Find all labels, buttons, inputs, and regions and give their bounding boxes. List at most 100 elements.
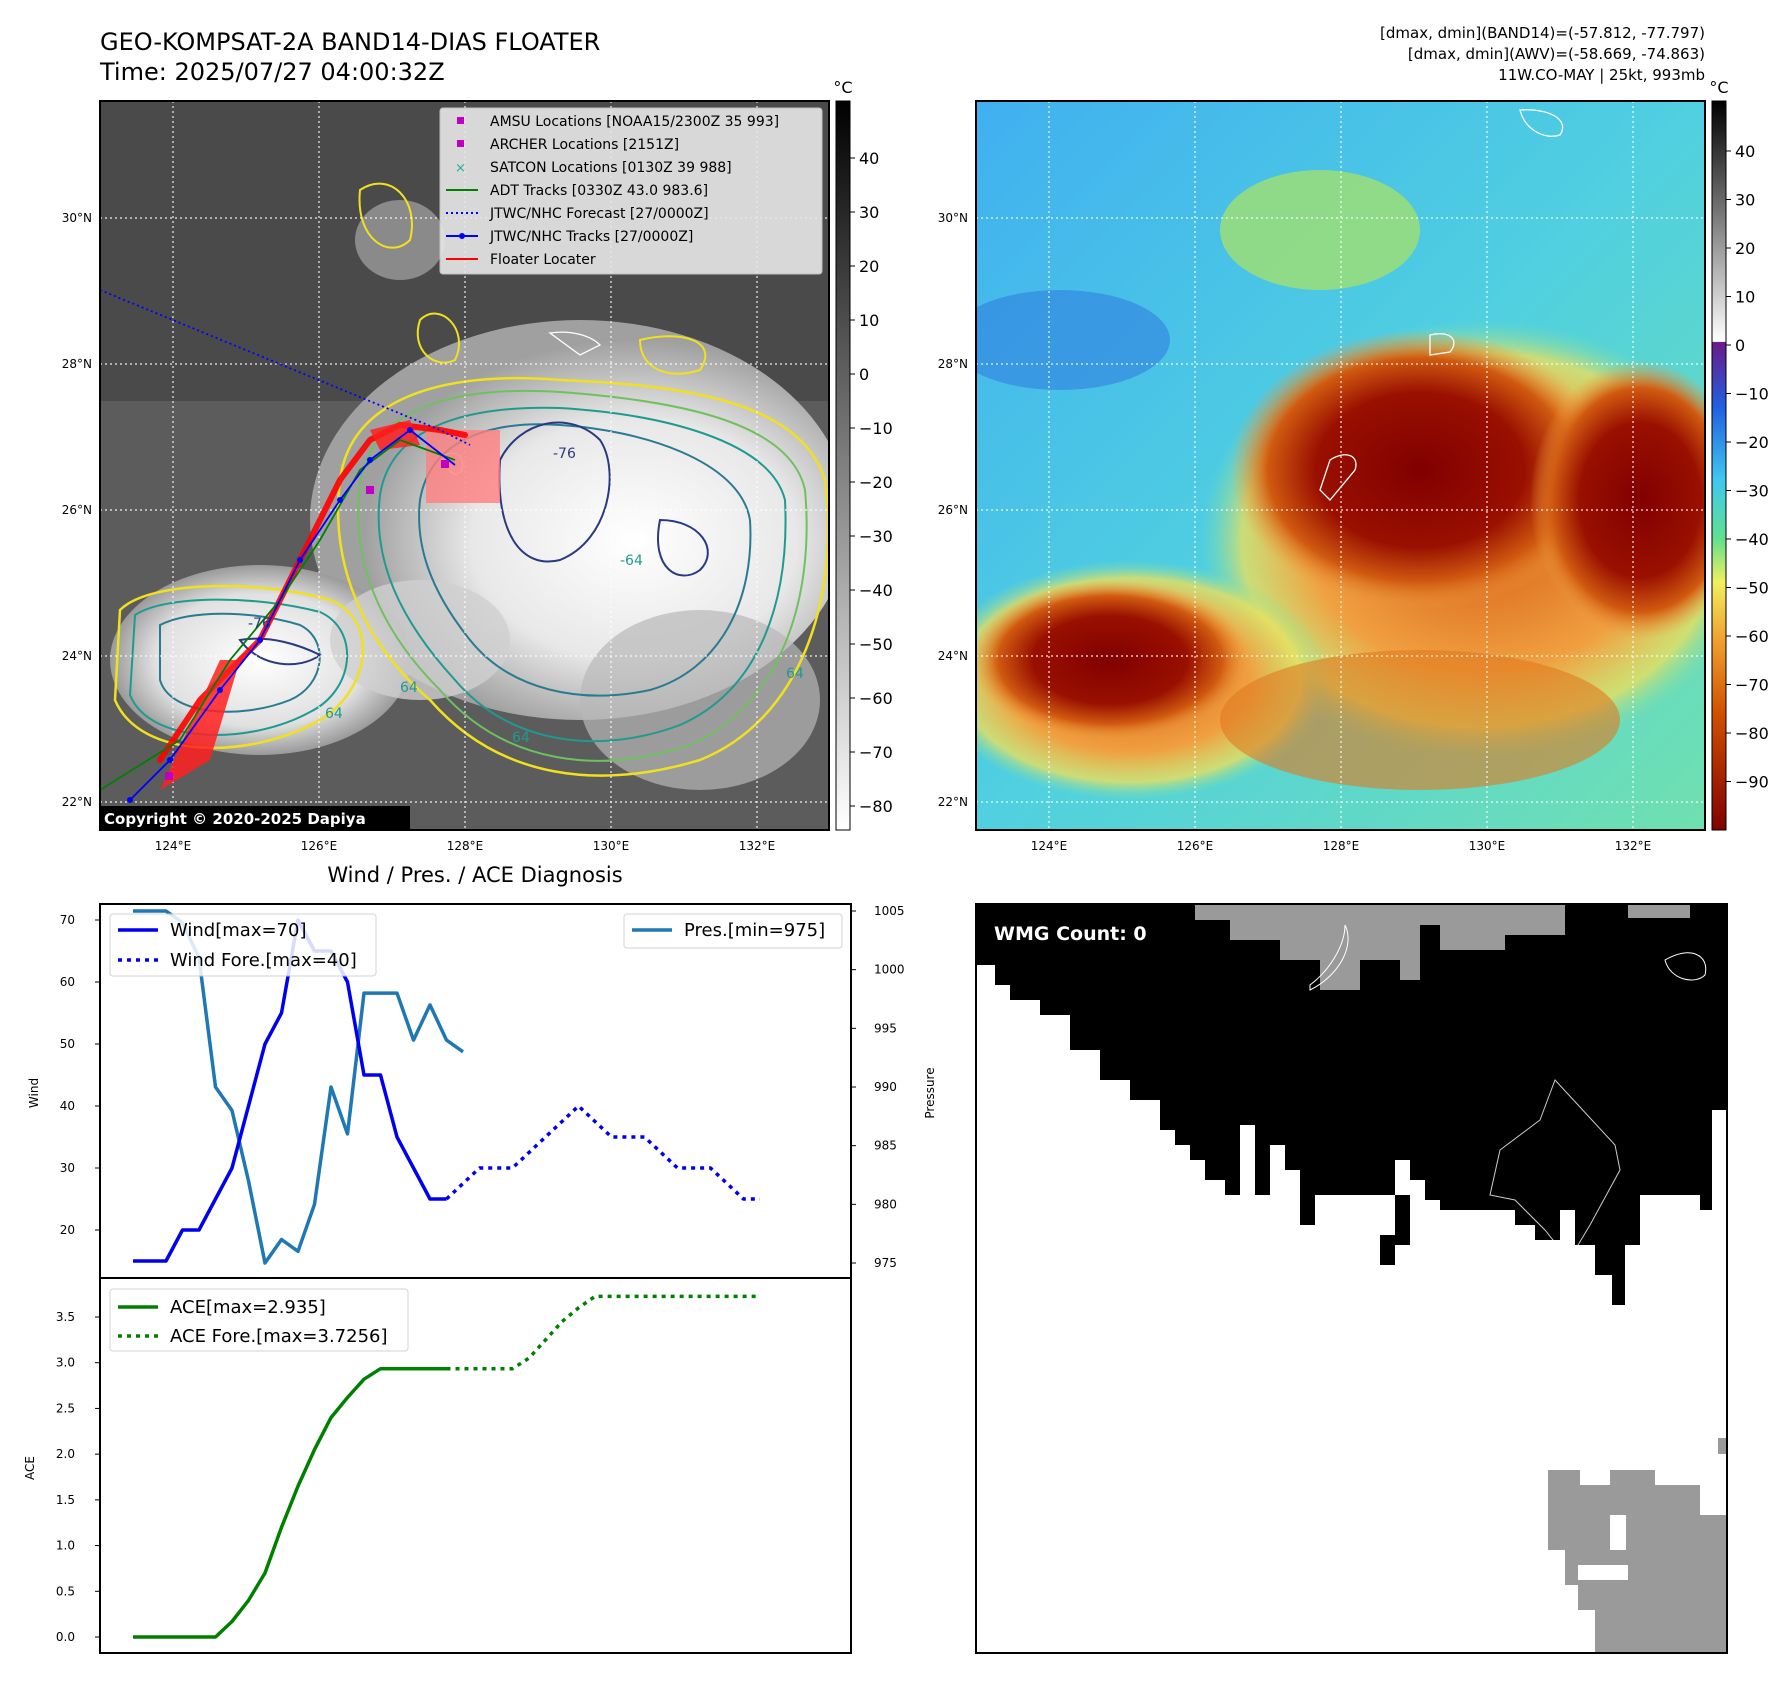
copyright-badge — [100, 806, 410, 830]
ir-map-frame — [99, 100, 830, 831]
colorbar-tick-label: −30 — [1735, 482, 1769, 501]
colorbar-tick-label: 20 — [859, 257, 879, 276]
contour-label: 64 — [512, 730, 530, 746]
info-awv-range: [dmax, dmin](AWV)=(-58.669, -74.863) — [1408, 45, 1705, 63]
wind-tick-label: 60 — [60, 975, 75, 989]
ir-colorbar — [835, 100, 851, 831]
ace-tick-label: 0.0 — [56, 1630, 75, 1644]
legend-satcon: SATCON Locations [0130Z 39 988] — [490, 160, 732, 176]
figure-title: GEO-KOMPSAT-2A BAND14-DIAS FLOATER — [100, 28, 600, 56]
colorbar-tick-label: 10 — [859, 311, 879, 330]
pres-tick-label: 985 — [874, 1139, 897, 1153]
colorbar-tick-label: −10 — [859, 419, 893, 438]
colorbar-tick-label: −50 — [1735, 579, 1769, 598]
ace-legend — [109, 1288, 409, 1352]
colorbar-tick-label: 20 — [1735, 239, 1755, 258]
colorbar-tick-label: −40 — [1735, 530, 1769, 549]
ace-axis-label: ACE — [23, 1456, 37, 1480]
colorbar-tick-label: 0 — [1735, 336, 1745, 355]
legend-tracks: JTWC/NHC Tracks [27/0000Z] — [489, 229, 693, 245]
diagnosis-title: Wind / Pres. / ACE Diagnosis — [327, 863, 622, 887]
legend-floater: Floater Locater — [490, 252, 596, 268]
colorbar-tick-label: −80 — [1735, 724, 1769, 743]
contour-label: 64 — [400, 680, 418, 696]
pres-tick-label: 1000 — [874, 963, 905, 977]
colorbar-tick-label: 10 — [1735, 288, 1755, 307]
legend-marker-satcon: × — [455, 161, 466, 176]
legend-amsu: AMSU Locations [NOAA15/2300Z 35 993] — [490, 114, 779, 130]
lat-tick: 22°N — [938, 795, 968, 809]
lat-tick: 24°N — [62, 649, 92, 663]
lat-tick: 26°N — [938, 503, 968, 517]
info-storm-status: 11W.CO-MAY | 25kt, 993mb — [1498, 66, 1705, 84]
pres-tick-label: 1005 — [874, 904, 905, 918]
wind-tick-label: 70 — [60, 913, 75, 927]
wind-axis-label: Wind — [27, 1078, 41, 1108]
colorbar-tick-label: −10 — [1735, 385, 1769, 404]
contour-label: 64 — [325, 706, 343, 722]
lon-tick: 124°E — [155, 839, 192, 853]
colorbar-tick-label: −70 — [1735, 676, 1769, 695]
lon-tick: 130°E — [593, 839, 630, 853]
colorbar-tick-label: −80 — [859, 797, 893, 816]
ace-tick-label: 1.0 — [56, 1539, 75, 1553]
wind-tick-label: 40 — [60, 1099, 75, 1113]
legend-wind-fore: Wind Fore.[max=40] — [170, 950, 357, 971]
awv-map-frame — [975, 100, 1706, 831]
pres-tick-label: 975 — [874, 1256, 897, 1270]
figure-time: Time: 2025/07/27 04:00:32Z — [99, 58, 445, 86]
wind-tick-label: 50 — [60, 1037, 75, 1051]
ace-series-line — [133, 1366, 447, 1639]
legend-pres: Pres.[min=975] — [684, 920, 825, 941]
ace-tick-label: 0.5 — [56, 1584, 75, 1598]
ace-tick-label: 3.5 — [56, 1310, 75, 1324]
wmg-frame — [975, 903, 1728, 1654]
colorbar-tick-label: 0 — [859, 365, 869, 384]
info-band14-range: [dmax, dmin](BAND14)=(-57.812, -77.797) — [1380, 24, 1705, 42]
lon-tick: 128°E — [447, 839, 484, 853]
ace-tick-label: 2.5 — [56, 1401, 75, 1415]
colorbar-tick-label: −30 — [859, 527, 893, 546]
pres-legend — [623, 913, 843, 949]
legend-ace-fore: ACE Fore.[max=3.7256] — [170, 1326, 388, 1347]
contour-label: 64 — [786, 666, 804, 682]
legend-ace: ACE[max=2.935] — [170, 1297, 326, 1318]
colorbar-tick-label: −20 — [859, 473, 893, 492]
lon-tick: 132°E — [739, 839, 776, 853]
colorbar-tick-label: 40 — [1735, 142, 1755, 161]
contour-label: -64 — [620, 553, 643, 569]
legend-archer: ARCHER Locations [2151Z] — [490, 137, 679, 153]
ace-tick-label: 1.5 — [56, 1493, 75, 1507]
lat-tick: 30°N — [62, 211, 92, 225]
contour-label: -76 — [248, 616, 271, 632]
awv-colorbar — [1711, 100, 1727, 831]
colorbar-tick-label: −20 — [1735, 433, 1769, 452]
lon-tick: 124°E — [1031, 839, 1068, 853]
lon-tick: 126°E — [1177, 839, 1214, 853]
wind-legend — [109, 913, 377, 977]
colorbar-tick-label: −60 — [859, 689, 893, 708]
colorbar-tick-label: 30 — [1735, 191, 1755, 210]
legend-marker-archer — [457, 140, 464, 147]
pres-tick-label: 990 — [874, 1080, 897, 1094]
lon-tick: 132°E — [1615, 839, 1652, 853]
lat-tick: 22°N — [62, 795, 92, 809]
colorbar-tick-label: 40 — [859, 149, 879, 168]
lat-tick: 28°N — [62, 357, 92, 371]
ace-frame — [99, 1277, 852, 1654]
lat-tick: 28°N — [938, 357, 968, 371]
wind-tick-label: 30 — [60, 1161, 75, 1175]
contour-label: -76 — [553, 446, 576, 462]
lon-tick: 130°E — [1469, 839, 1506, 853]
ir-colorbar-unit: °C — [833, 78, 852, 97]
ace-tick-label: 3.0 — [56, 1356, 75, 1370]
lat-tick: 26°N — [62, 503, 92, 517]
ir-map-legend: AMSU Locations [NOAA15/2300Z 35 993] ARC… — [439, 107, 823, 275]
colorbar-tick-label: −90 — [1735, 773, 1769, 792]
wmg-panel: WMG Count: 0 — [975, 903, 1728, 1654]
colorbar-tick-label: −60 — [1735, 627, 1769, 646]
lon-tick: 128°E — [1323, 839, 1360, 853]
pressure-axis-label: Pressure — [923, 1067, 937, 1118]
awv-map-panel: 30°N 28°N 26°N 24°N 22°N 124°E 126°E 128… — [938, 78, 1769, 853]
